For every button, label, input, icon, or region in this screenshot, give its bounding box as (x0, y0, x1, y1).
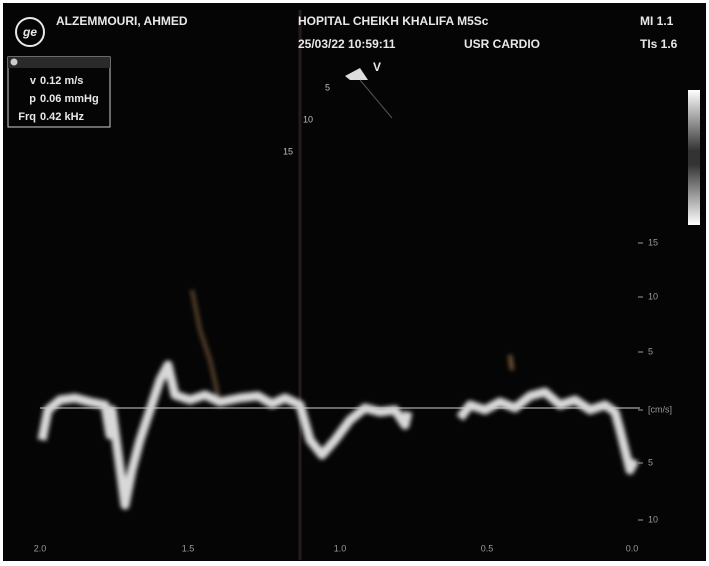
datetime: 25/03/22 10:59:11 (298, 37, 396, 51)
measurement-icon (10, 58, 18, 66)
time-label: 2.0 (34, 543, 47, 553)
time-label: 0.0 (626, 543, 639, 553)
spectrum-faint-2 (508, 354, 514, 371)
depth-marker: 15 (283, 146, 293, 156)
time-axis: 2.0 1.5 1.0 0.5 0.0 (34, 543, 639, 553)
velocity-label: 5 (648, 457, 653, 467)
measurement-value: 0.42 kHz (40, 111, 85, 123)
velocity-label: 5 (648, 346, 653, 356)
velocity-label: 10 (648, 514, 658, 524)
spectrum-trace-2 (456, 387, 640, 475)
patient-name: ALZEMMOURI, AHMED (56, 14, 188, 28)
depth-marker: V (373, 60, 381, 74)
hospital: HOPITAL CHEIKH KHALIFA M5Sc (298, 14, 489, 28)
spectrum-trace (37, 360, 413, 510)
ge-logo-mark: ge (22, 25, 37, 39)
velocity-scale: 15 10 5 [cm/s] 5 10 (638, 237, 672, 524)
tis-index: TIs 1.6 (640, 37, 678, 51)
depth-marker: 5 (325, 82, 330, 92)
spectrum-faint (190, 289, 220, 396)
ge-logo (15, 17, 45, 47)
measurement-value: 0.06 mmHg (40, 93, 99, 105)
time-label: 1.0 (334, 543, 347, 553)
measurement-box-header (8, 57, 110, 68)
velocity-label: [cm/s] (648, 404, 672, 414)
velocity-label: 15 (648, 237, 658, 247)
measurement-label: Frq (18, 111, 36, 123)
time-label: 0.5 (481, 543, 494, 553)
measurement-label: p (29, 93, 36, 105)
sample-line (359, 79, 393, 119)
probe-marker (345, 68, 368, 80)
mi-index: MI 1.1 (640, 14, 674, 28)
depth-markers: V 5 10 15 (283, 60, 381, 156)
depth-marker: 10 (303, 114, 313, 124)
time-label: 1.5 (182, 543, 195, 553)
velocity-label: 10 (648, 291, 658, 301)
display-background (3, 3, 706, 561)
doppler-spectrum (37, 289, 640, 510)
preset: USR CARDIO (464, 37, 540, 51)
measurement-label: v (30, 75, 37, 87)
gray-map-bar (688, 90, 700, 225)
measurement-value: 0.12 m/s (40, 75, 83, 87)
measurement-list: v 0.12 m/s p 0.06 mmHg Frq 0.42 kHz (18, 75, 98, 123)
